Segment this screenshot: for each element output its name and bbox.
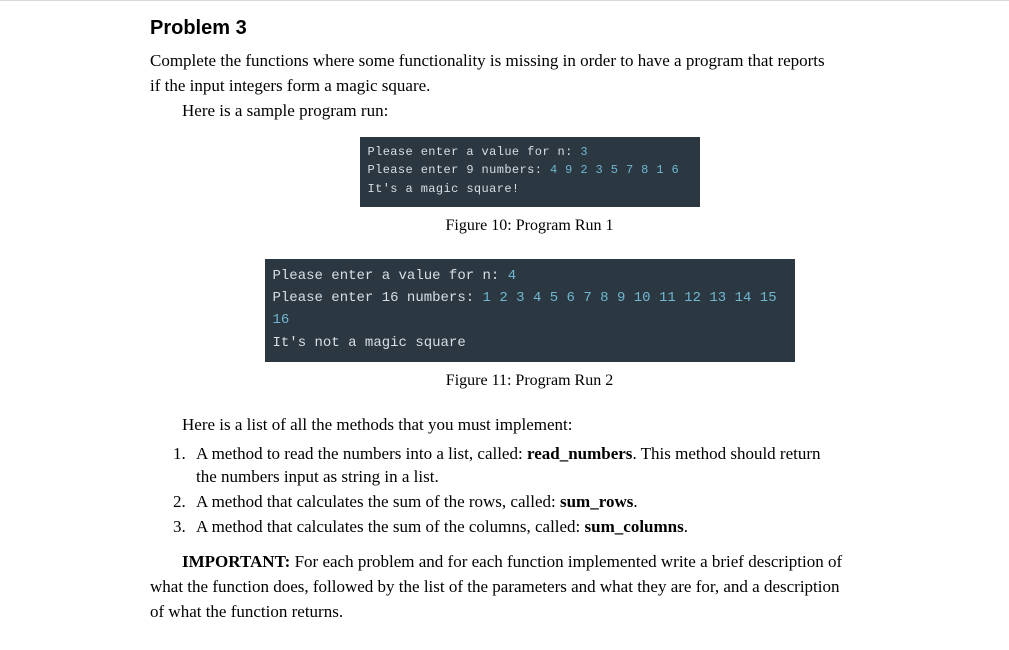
important-line2: what the function does, followed by the …: [150, 576, 909, 599]
method-text: .: [633, 492, 637, 511]
figure-caption-2: Figure 11: Program Run 2: [150, 372, 909, 390]
terminal-line: Please enter a value for n: 4: [273, 265, 787, 287]
terminal-line: Please enter 16 numbers: 1 2 3 4 5 6 7 8…: [273, 287, 787, 332]
important-text: For each problem and for each function i…: [290, 552, 842, 571]
terminal-run-1: Please enter a value for n: 3 Please ent…: [360, 137, 700, 207]
terminal-prompt-text: Please enter 16 numbers:: [273, 290, 483, 306]
method-text: the numbers input as string in a list.: [196, 467, 439, 486]
method-name: sum_columns: [585, 517, 684, 536]
important-label: IMPORTANT:: [182, 552, 290, 571]
list-item: A method that calculates the sum of the …: [190, 491, 909, 514]
method-text: A method that calculates the sum of the …: [196, 517, 585, 536]
list-item: A method that calculates the sum of the …: [190, 516, 909, 539]
terminal-line: Please enter 9 numbers: 4 9 2 3 5 7 8 1 …: [368, 161, 692, 180]
problem-heading: Problem 3: [150, 17, 909, 40]
important-line1: IMPORTANT: For each problem and for each…: [150, 551, 909, 574]
terminal-prompt-text: Please enter 9 numbers:: [368, 163, 550, 177]
terminal-number-text: 4 9 2 3 5 7 8 1 6: [550, 163, 679, 177]
method-text: A method to read the numbers into a list…: [196, 444, 527, 463]
terminal-prompt-text: Please enter a value for n:: [273, 268, 508, 284]
important-line3: of what the function returns.: [150, 601, 909, 624]
intro-para-line1: Complete the functions where some functi…: [150, 50, 909, 73]
method-name: sum_rows: [560, 492, 633, 511]
terminal-number-text: 3: [580, 145, 588, 159]
intro-para-line2: if the input integers form a magic squar…: [150, 75, 909, 98]
terminal-number-text: 4: [508, 268, 516, 284]
method-text: .: [684, 517, 688, 536]
page: Problem 3 Complete the functions where s…: [0, 0, 1009, 650]
method-text: . This method should return: [632, 444, 820, 463]
terminal-prompt-text: Please enter a value for n:: [368, 145, 581, 159]
methods-list: A method to read the numbers into a list…: [150, 443, 909, 539]
terminal-line: It's a magic square!: [368, 180, 692, 199]
terminal-line: Please enter a value for n: 3: [368, 143, 692, 162]
terminal-line: It's not a magic square: [273, 332, 787, 354]
method-name: read_numbers: [527, 444, 632, 463]
terminal-run-2: Please enter a value for n: 4 Please ent…: [265, 259, 795, 363]
intro-para-line3: Here is a sample program run:: [150, 100, 909, 123]
list-item: A method to read the numbers into a list…: [190, 443, 909, 489]
methods-intro: Here is a list of all the methods that y…: [150, 414, 909, 437]
method-text: A method that calculates the sum of the …: [196, 492, 560, 511]
content-column: Problem 3 Complete the functions where s…: [150, 17, 909, 624]
figure-caption-1: Figure 10: Program Run 1: [150, 217, 909, 235]
